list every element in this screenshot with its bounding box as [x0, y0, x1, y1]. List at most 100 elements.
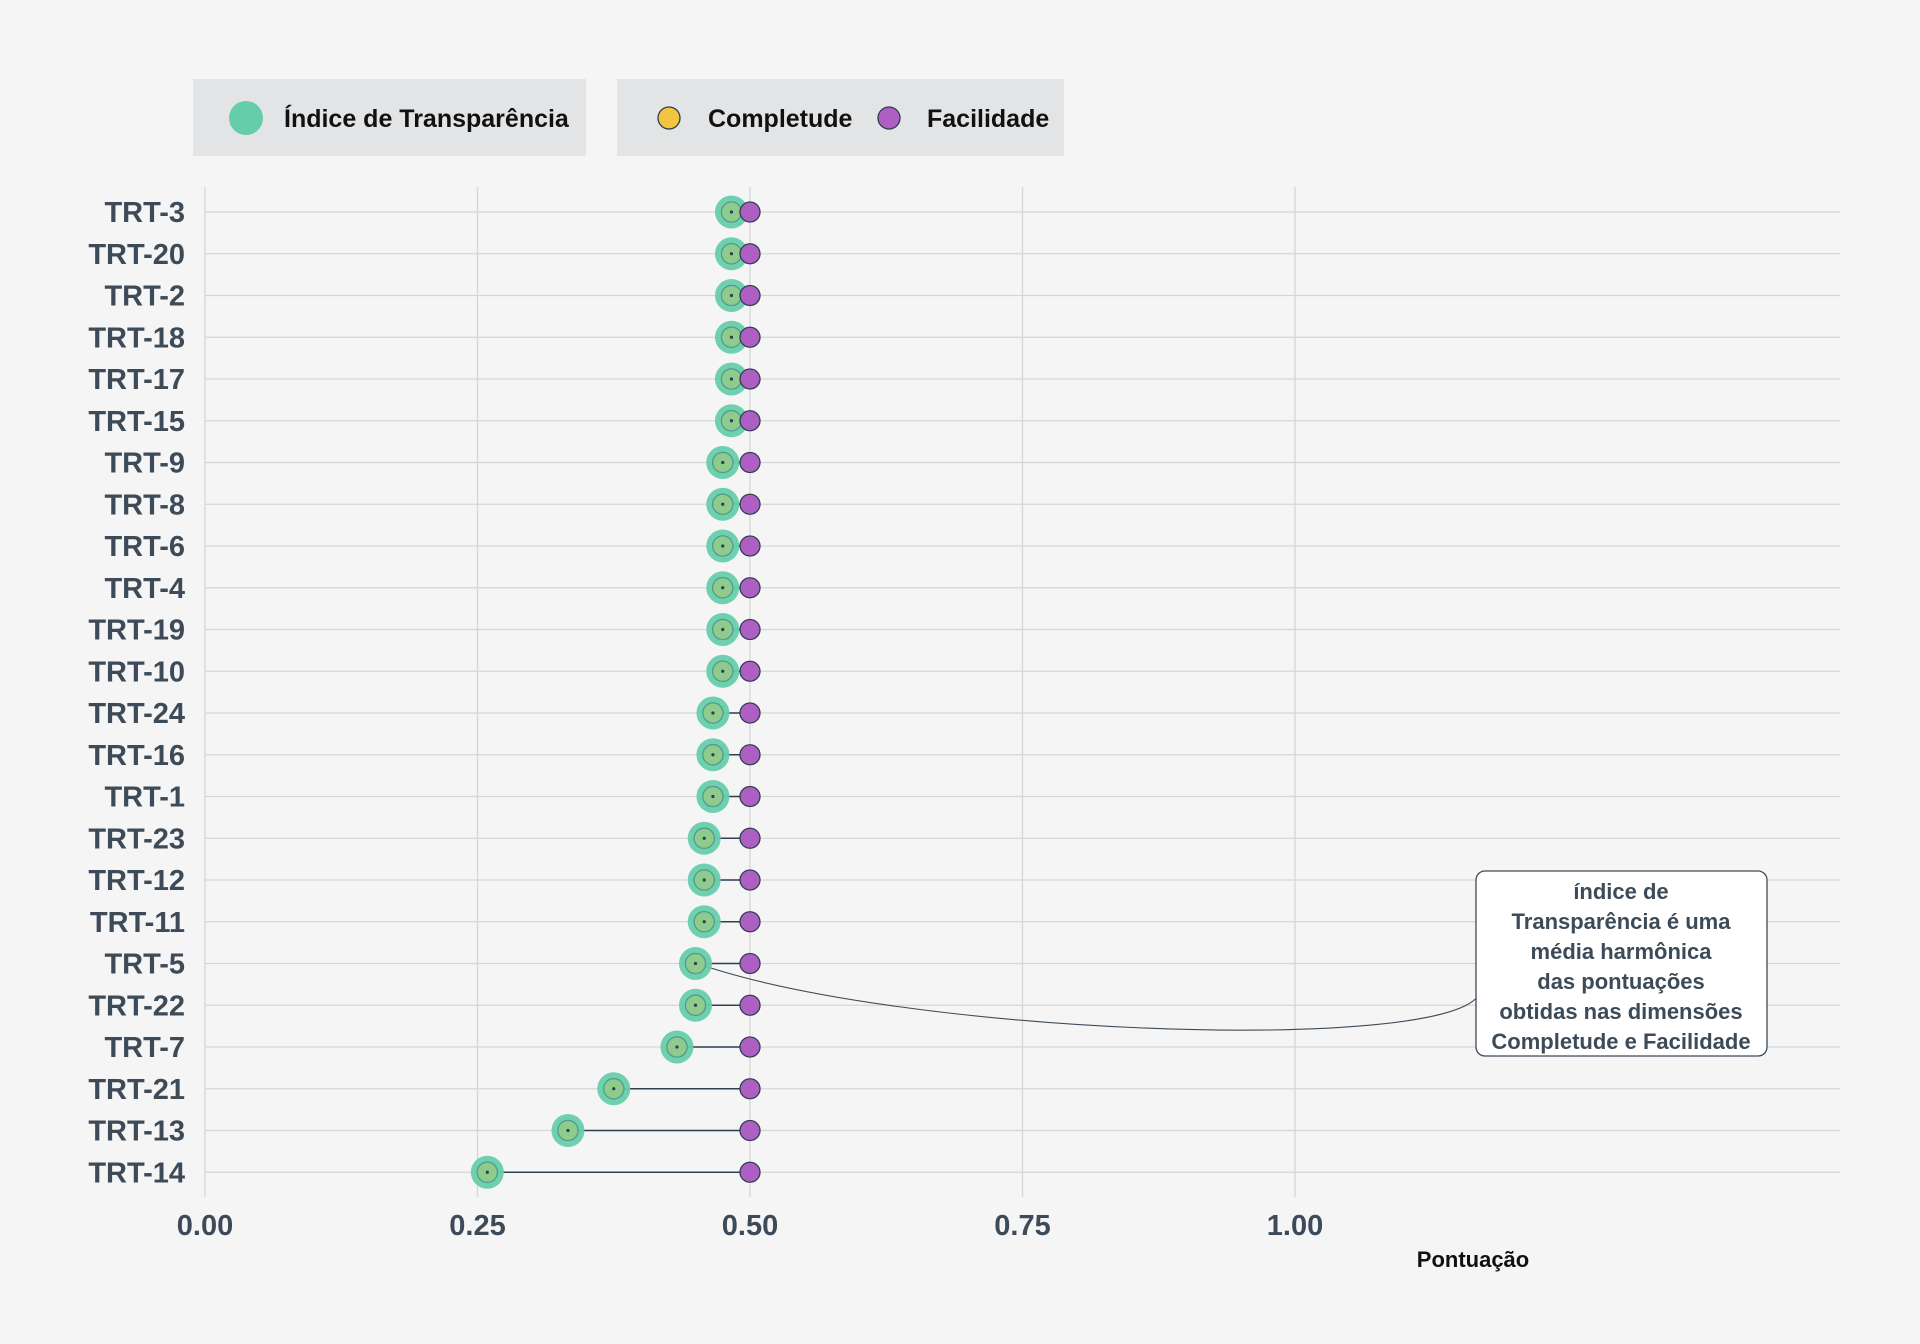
indice-center-dot: [729, 335, 734, 339]
facilidade-point: [739, 493, 761, 515]
x-axis-title: Pontuação: [1417, 1247, 1529, 1272]
indice-center-dot: [702, 920, 706, 924]
indice-center-dot: [711, 753, 715, 757]
annotation-line: das pontuações: [1537, 969, 1704, 994]
facilidade-point: [739, 1161, 761, 1183]
facilidade-point: [739, 577, 761, 599]
indice-center-dot: [711, 711, 715, 715]
y-tick-label: TRT-21: [88, 1074, 185, 1106]
y-tick-label: TRT-24: [88, 698, 185, 730]
annotation-layer: índice de Transparência é uma média harmôn…: [697, 870, 1768, 1057]
indice-center-dot: [729, 252, 734, 256]
y-tick-label: TRT-14: [88, 1157, 185, 1189]
facilidade-point: [739, 911, 761, 933]
y-tick-label: TRT-9: [104, 448, 185, 480]
facilidade-point: [739, 243, 761, 265]
y-tick-label: TRT-8: [104, 489, 185, 521]
annotation-line: Completude e Facilidade: [1491, 1029, 1750, 1054]
y-tick-label: TRT-10: [88, 656, 185, 688]
y-tick-label: TRT-22: [88, 990, 185, 1022]
facilidade-point: [739, 368, 761, 390]
annotation-line: Transparência é uma: [1512, 909, 1732, 934]
indice-center-dot: [693, 1003, 698, 1007]
indice-center-dot: [721, 669, 725, 673]
indice-center-dot: [702, 836, 706, 840]
annotation-line: média harmônica: [1531, 939, 1713, 964]
facilidade-point: [739, 410, 761, 432]
y-tick-label: TRT-11: [90, 907, 185, 939]
indice-center-dot: [612, 1087, 616, 1091]
facilidade-point: [739, 451, 761, 474]
facilidade-point: [739, 869, 761, 891]
indice-center-dot: [702, 878, 706, 882]
y-tick-label: TRT-16: [88, 740, 185, 772]
legend-box-dimensions: [617, 79, 1064, 156]
y-tick-label: TRT-13: [88, 1116, 185, 1148]
legend-key-facilidade: [877, 106, 901, 130]
y-tick-label: TRT-17: [88, 364, 185, 396]
y-tick-label: TRT-12: [88, 865, 185, 897]
legend-key-completude: [657, 106, 681, 130]
y-tick-label: TRT-1: [104, 782, 185, 814]
annotation-box: [1475, 870, 1768, 1057]
annotation-line: índice de: [1573, 879, 1668, 904]
facilidade-point: [739, 744, 761, 766]
legend-label-completude: Completude: [708, 105, 853, 133]
legend: Índice de Transparência Completude Facilid…: [193, 79, 1064, 156]
indice-center-dot: [729, 210, 734, 214]
point-layer: [470, 195, 761, 1189]
indice-center-dot: [485, 1170, 489, 1174]
indice-center-dot: [721, 460, 725, 465]
facilidade-point: [739, 1119, 761, 1142]
indice-center-dot: [721, 544, 725, 548]
axis-layer: TRT-3 TRT-20 TRT-2 TRT-18 TRT-17 TRT-15 TRT-9 T…: [88, 197, 1529, 1272]
indice-center-dot: [721, 586, 725, 590]
y-tick-label: TRT-7: [104, 1032, 185, 1064]
x-tick-label: 0.50: [722, 1210, 778, 1242]
y-tick-label: TRT-5: [104, 949, 185, 981]
facilidade-point: [739, 535, 761, 557]
facilidade-point: [739, 618, 761, 641]
indice-center-dot: [693, 961, 698, 966]
x-tick-label: 0.25: [449, 1210, 505, 1242]
legend-label-indice: Índice de Transparência: [284, 104, 570, 133]
indice-center-dot: [721, 502, 725, 506]
x-tick-label: 0.00: [177, 1210, 233, 1242]
y-tick-label: TRT-18: [88, 322, 185, 354]
indice-center-dot: [729, 377, 734, 381]
legend-key-indice: [229, 101, 263, 135]
facilidade-point: [739, 702, 761, 724]
indice-center-dot: [729, 419, 734, 423]
y-tick-label: TRT-2: [104, 281, 185, 313]
facilidade-point: [739, 952, 761, 975]
y-tick-label: TRT-3: [104, 197, 185, 229]
facilidade-point: [739, 827, 761, 849]
facilidade-point: [739, 660, 761, 682]
facilidade-point: [739, 201, 761, 223]
facilidade-point: [739, 326, 761, 348]
legend-label-facilidade: Facilidade: [927, 105, 1049, 133]
x-tick-label: 0.75: [994, 1210, 1050, 1242]
x-tick-label: 1.00: [1267, 1210, 1323, 1242]
y-tick-label: TRT-4: [104, 573, 185, 605]
facilidade-point: [739, 994, 761, 1016]
indice-center-dot: [711, 794, 715, 799]
y-tick-label: TRT-20: [88, 239, 185, 271]
annotation-line: obtidas nas dimensões: [1499, 999, 1742, 1024]
facilidade-point: [739, 1078, 761, 1100]
y-tick-label: TRT-23: [88, 823, 185, 855]
facilidade-point: [739, 284, 761, 307]
y-tick-label: TRT-6: [104, 531, 185, 563]
annotation-curve: [697, 962, 1477, 1031]
indice-center-dot: [566, 1128, 570, 1133]
facilidade-point: [739, 785, 761, 808]
indice-center-dot: [675, 1045, 679, 1049]
y-tick-label: TRT-19: [88, 615, 185, 647]
segment-layer: [487, 211, 750, 1174]
indice-center-dot: [729, 293, 734, 298]
indice-center-dot: [721, 627, 725, 632]
y-tick-label: TRT-15: [88, 406, 185, 438]
facilidade-point: [739, 1036, 761, 1058]
